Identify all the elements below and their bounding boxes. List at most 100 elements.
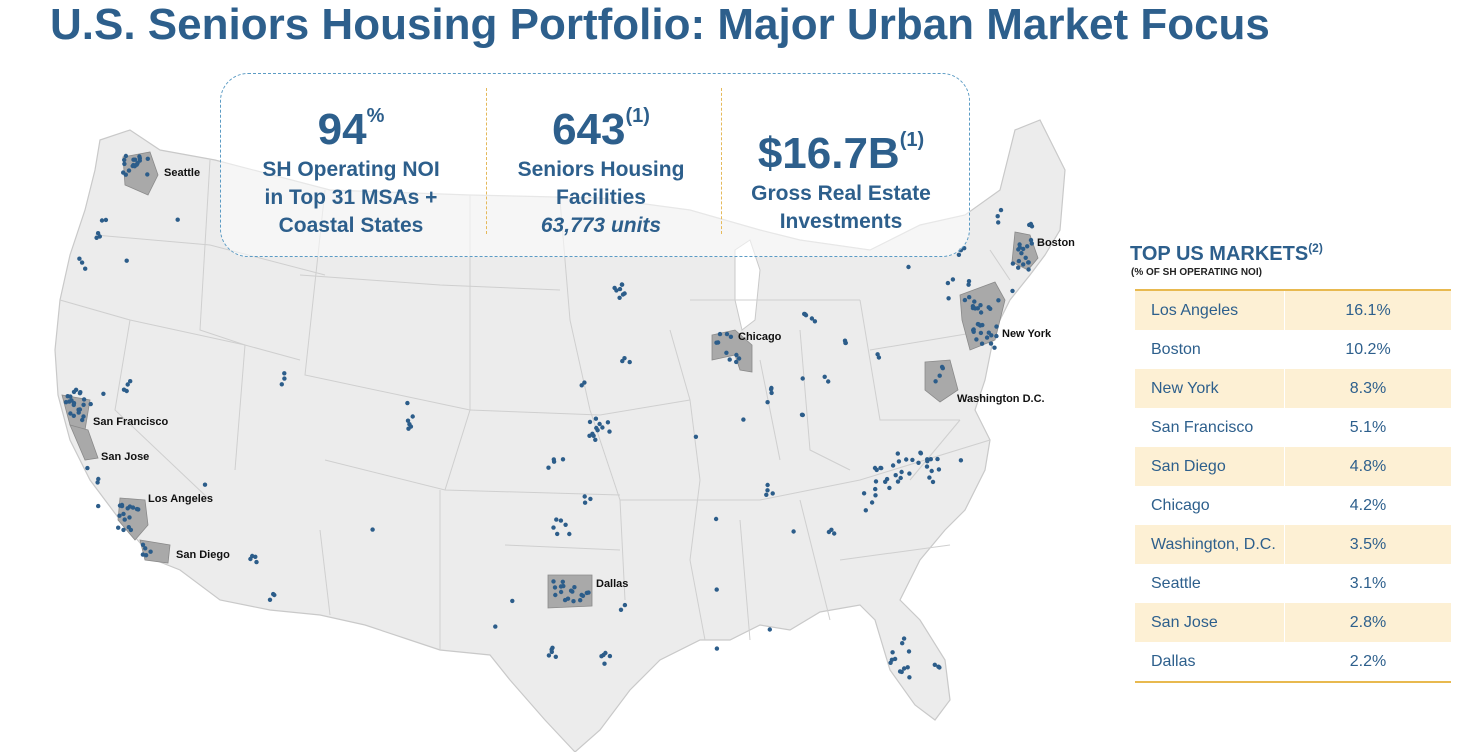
facility-dot: [883, 479, 888, 484]
stat-value: 643(1): [491, 90, 711, 156]
facility-dot: [88, 401, 93, 407]
facility-dot: [560, 457, 566, 462]
facility-dot: [96, 503, 101, 509]
facility-dot: [978, 330, 984, 336]
stat-label-line: SH Operating NOI: [262, 158, 440, 181]
facility-dot: [861, 491, 867, 496]
facility-dot: [95, 480, 100, 485]
facility-dot: [554, 517, 559, 522]
stat-label-line: Investments: [779, 210, 903, 233]
facility-dot: [95, 231, 101, 236]
facility-dot: [905, 665, 910, 670]
facility-dot: [998, 207, 1004, 213]
facility-dot: [622, 291, 627, 296]
stat-facilities: 643(1) Seniors Housing Facilities 63,773…: [491, 90, 711, 240]
facility-dot: [551, 457, 556, 462]
facility-dot: [937, 665, 942, 670]
facility-dot: [128, 379, 133, 384]
facility-dot: [567, 531, 572, 537]
facility-dot: [994, 333, 999, 339]
facility-dot: [588, 496, 593, 502]
facility-dot: [572, 585, 577, 590]
facility-dot: [552, 585, 558, 590]
facility-dot: [1016, 265, 1021, 270]
facility-dot: [907, 471, 912, 476]
facility-dot: [869, 500, 875, 505]
market-pct: 3.5%: [1284, 525, 1451, 564]
facility-dot: [791, 529, 796, 534]
facility-dot: [714, 340, 719, 345]
facility-dot: [617, 295, 622, 300]
facility-dot: [73, 387, 79, 392]
stat-label-line: Coastal States: [278, 214, 424, 237]
facility-dot: [1021, 262, 1026, 267]
market-pct: 8.3%: [1284, 369, 1451, 408]
market-name: San Jose: [1135, 603, 1285, 642]
facility-dot: [995, 214, 1000, 219]
facility-dot: [1017, 242, 1022, 247]
facility-dot: [130, 505, 136, 510]
market-name: Boston: [1135, 330, 1285, 369]
facility-dot: [607, 429, 612, 434]
facility-dot: [770, 491, 775, 496]
facility-dot: [119, 502, 125, 508]
facility-dot: [565, 596, 571, 601]
facility-dot: [137, 158, 142, 163]
stat-investments: $16.7B(1) Gross Real Estate Investments: [731, 114, 951, 236]
market-name: San Francisco: [1135, 408, 1285, 447]
table-row: San Francisco 5.1%: [1135, 408, 1451, 447]
facility-dot: [618, 607, 624, 612]
facility-dot: [85, 465, 90, 471]
facility-dot: [493, 624, 498, 629]
facility-dot: [77, 256, 82, 261]
table-row: New York 8.3%: [1135, 369, 1451, 408]
facility-dot: [599, 654, 604, 659]
table-row: Boston 10.2%: [1135, 330, 1451, 369]
divider: [486, 88, 487, 234]
facility-dot: [580, 593, 586, 598]
facility-dot: [148, 549, 153, 554]
facility-dot: [876, 355, 882, 360]
facility-dot: [924, 464, 930, 469]
facility-dot: [975, 321, 981, 327]
facility-dot: [103, 217, 109, 223]
markets-subtitle: (% OF SH OPERATING NOI): [1131, 267, 1262, 278]
facility-dot: [878, 465, 883, 471]
table-row: Seattle 3.1%: [1135, 564, 1451, 603]
facility-dot: [873, 493, 878, 498]
table-row: Washington, D.C. 3.5%: [1135, 525, 1451, 564]
facility-dot: [279, 382, 284, 387]
market-pct: 2.2%: [1349, 652, 1387, 670]
facility-dot: [890, 463, 896, 468]
facility-dot: [267, 597, 273, 602]
facility-dot: [131, 157, 136, 162]
facility-dot: [974, 337, 979, 342]
facility-dot: [587, 433, 592, 438]
table-row: San Diego 4.8%: [1135, 447, 1451, 486]
facility-dot: [140, 542, 146, 547]
facility-dot: [895, 451, 900, 456]
facility-dot: [145, 172, 150, 177]
facility-dot: [282, 376, 287, 381]
facility-dot: [253, 554, 258, 559]
facility-dot: [829, 527, 834, 532]
facility-dot: [988, 341, 994, 346]
facility-dot: [1010, 288, 1015, 294]
facility-dot: [979, 341, 985, 346]
facility-dot: [123, 172, 128, 177]
markets-table: Los Angeles 16.1% Boston 10.2% New York 8.3…: [1135, 289, 1451, 683]
facility-dot: [996, 298, 1001, 303]
facility-dot: [927, 475, 932, 480]
facility-dot: [950, 277, 956, 282]
facility-dot: [899, 669, 904, 675]
facility-dot: [140, 552, 146, 557]
facility-dot: [1025, 244, 1030, 249]
stat-label: Gross Real Estate Investments: [731, 180, 951, 236]
facility-dot: [929, 468, 934, 474]
facility-dot: [713, 516, 719, 522]
facility-dot: [945, 280, 951, 286]
facility-dot: [71, 413, 77, 418]
facility-dot: [121, 387, 127, 392]
facility-dot: [63, 400, 69, 405]
facility-dot: [126, 525, 131, 530]
